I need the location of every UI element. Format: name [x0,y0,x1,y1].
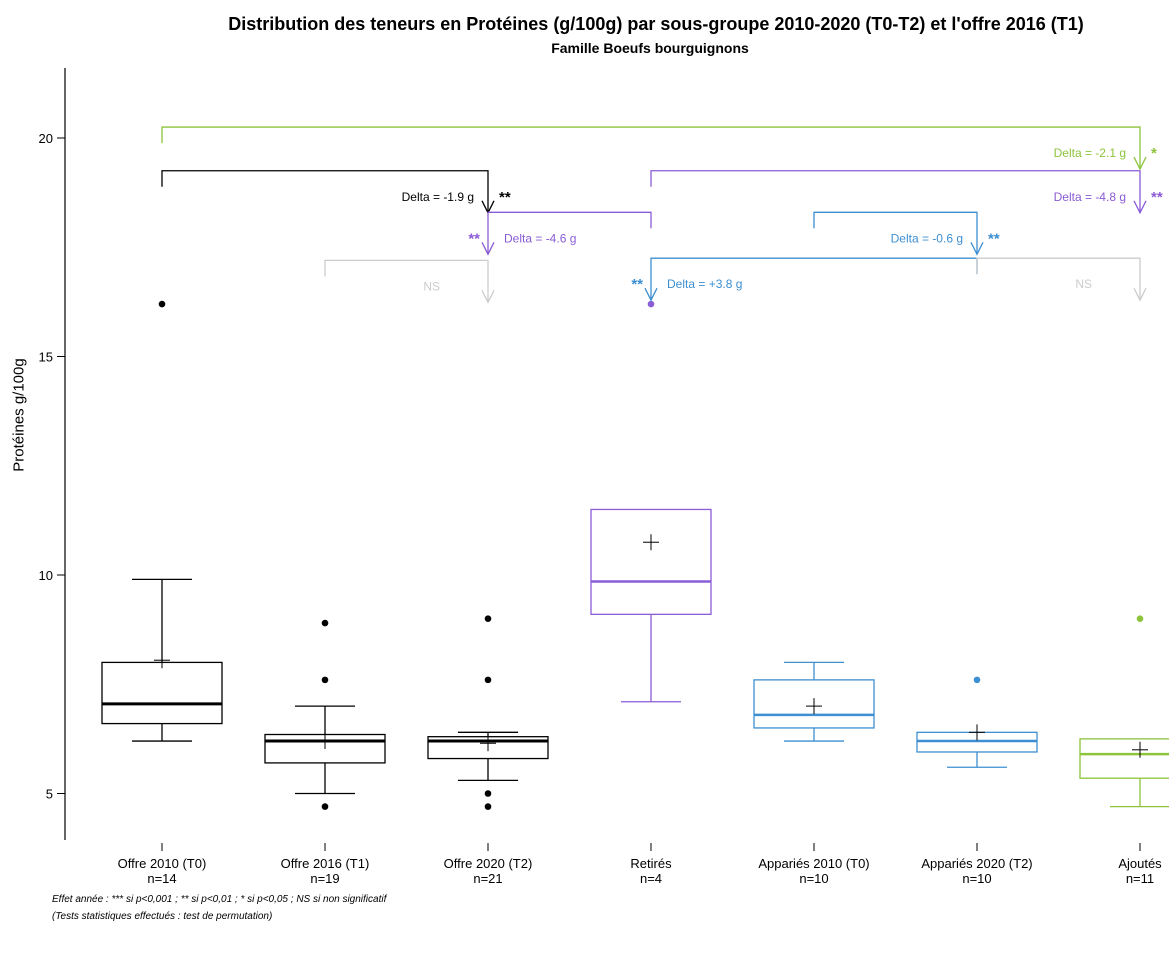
x-tick-label-n: n=10 [962,871,991,886]
outlier-point [484,803,492,810]
comparison-bracket [976,257,1141,301]
outlier-point [321,676,329,684]
outlier-point [321,803,329,810]
outlier-point [158,300,166,308]
x-tick-label: Ajoutés [1118,856,1162,871]
y-tick-label: 5 [46,787,53,802]
x-tick-label-n: n=4 [640,871,662,886]
x-tick-label-n: n=19 [310,871,339,886]
comparison-arrowhead [481,241,495,256]
x-tick-label: Offre 2020 (T2) [444,856,533,871]
outlier-point [484,676,492,684]
chart-subtitle: Famille Boeufs bourguignons [551,40,749,56]
outlier-point [484,790,492,797]
comparison-arrowhead [644,287,658,302]
x-tick-label: Appariés 2010 (T0) [758,856,869,871]
comparison-bracket [161,126,1141,170]
comparison-arrowhead [481,290,495,304]
outlier-point [973,676,981,684]
y-tick-label: 20 [39,131,53,146]
x-tick-label: Retirés [630,856,672,871]
comparison-delta-label: Delta = -4.8 g [1054,190,1126,204]
comparison-arrowhead [1133,287,1147,302]
footnote-significance: Effet année : *** si p<0,001 ; ** si p<0… [52,894,387,905]
comparison-arrowhead [970,241,984,256]
outlier-point [1136,615,1144,622]
comparison-delta-label: Delta = +3.8 g [667,277,742,291]
x-tick-label: Appariés 2020 (T2) [921,856,1032,871]
comparison-arrowhead [1133,156,1147,171]
comparison-bracket [324,259,489,303]
x-tick-label-n: n=21 [473,871,502,886]
comparison-significance: ** [468,230,480,247]
comparison-bracket [161,170,489,213]
comparison-delta-label: Delta = -1.9 g [402,190,474,204]
y-tick-label: 15 [39,350,53,365]
comparison-arrowhead [1133,200,1147,215]
comparison-delta-label: NS [423,279,440,293]
box [1079,738,1169,779]
box [101,661,223,725]
comparison-delta-label: Delta = -0.6 g [891,231,963,245]
outlier-point [647,300,655,308]
x-tick-label: Offre 2010 (T0) [118,856,207,871]
outlier-point [321,619,329,627]
comparison-delta-label: Delta = -2.1 g [1054,146,1126,160]
footnote-test: (Tests statistiques effectués : test de … [52,911,273,922]
x-tick-label-n: n=11 [1126,871,1154,886]
y-tick-label: 10 [39,568,53,583]
comparison-delta-label: Delta = -4.6 g [504,231,576,245]
comparison-significance: ** [499,189,511,206]
comparison-bracket [813,211,978,255]
comparison-significance: ** [631,276,643,293]
comparison-significance: ** [1151,189,1163,206]
comparison-significance: * [1151,145,1157,162]
outlier-point [484,615,492,622]
comparison-bracket [487,211,652,255]
chart-title: Distribution des teneurs en Protéines (g… [228,14,1084,34]
comparison-delta-label: NS [1075,277,1092,291]
comparison-bracket [650,170,1141,213]
x-tick-label: Offre 2016 (T1) [281,856,370,871]
x-tick-label-n: n=10 [799,871,828,886]
x-tick-label-n: n=14 [147,871,176,886]
box [590,508,712,615]
comparison-significance: ** [988,230,1000,247]
